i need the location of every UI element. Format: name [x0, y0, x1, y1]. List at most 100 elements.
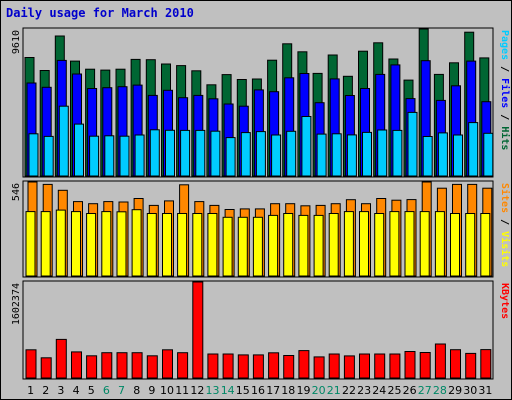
x-tick-day-11: 11	[175, 384, 189, 397]
bar-pages-day-31	[483, 132, 494, 177]
bar-pages-day-19	[301, 116, 312, 177]
x-axis-labels: 1 2 3 4 5 6 7 8 9 10 11 12 13 14 15 16 17 18 19 20 21 22 23 24 2…	[27, 384, 492, 397]
bar-kbytes-day-19	[298, 350, 310, 379]
bar-kbytes-day-8	[131, 352, 143, 379]
x-tick-day-6: 6	[103, 384, 110, 397]
bar-visits-day-11	[177, 213, 188, 277]
bar-visits-day-20	[313, 214, 324, 277]
bar-pages-day-12	[195, 129, 206, 177]
bar-pages-day-25	[392, 129, 403, 177]
panel-hits-files-pages: 9610 Pages / Files / Hits	[11, 27, 511, 178]
x-tick-day-14: 14	[221, 384, 235, 397]
bar-kbytes-day-30	[465, 352, 477, 379]
bar-kbytes-day-22	[343, 355, 355, 379]
panel-kbytes: 1602374 KBytes	[11, 280, 510, 380]
bar-pages-day-11	[180, 129, 191, 177]
bar-pages-day-15	[240, 132, 251, 177]
x-tick-day-5: 5	[88, 384, 95, 397]
bar-pages-day-17	[271, 134, 282, 177]
bar-visits-day-22	[343, 211, 354, 277]
bar-visits-day-28	[434, 211, 445, 277]
y-max-label: 1602374	[11, 283, 22, 325]
bar-kbytes-day-21	[328, 353, 340, 379]
bar-kbytes-day-1	[25, 349, 37, 379]
legend-part: Hits	[499, 126, 511, 150]
y-max-label: 546	[11, 183, 22, 201]
bar-visits-day-30	[465, 213, 476, 277]
bar-kbytes-day-25	[389, 353, 401, 379]
legend-label: Sites / Visits	[499, 183, 511, 267]
bar-pages-day-2	[43, 135, 54, 177]
x-tick-day-16: 16	[251, 384, 265, 397]
legend-label: KBytes	[499, 283, 510, 319]
bar-pages-day-3	[58, 105, 69, 177]
bar-kbytes-day-24	[374, 353, 386, 379]
bar-pages-day-6	[104, 135, 115, 177]
bar-visits-day-8	[131, 209, 142, 277]
bar-pages-day-21	[331, 133, 342, 177]
bar-visits-day-4	[71, 211, 81, 277]
bar-kbytes-day-3	[55, 338, 67, 379]
bar-pages-day-26	[407, 111, 418, 177]
x-tick-day-23: 23	[357, 384, 371, 397]
bar-pages-day-27	[422, 136, 433, 177]
bar-visits-day-14	[222, 216, 233, 277]
bar-kbytes-day-16	[252, 354, 264, 379]
panel-visits-sites: 546 Sites / Visits	[11, 180, 511, 278]
bar-pages-day-30	[468, 122, 479, 177]
x-tick-day-13: 13	[206, 384, 220, 397]
bar-kbytes-day-31	[480, 349, 492, 379]
x-tick-day-9: 9	[148, 384, 155, 397]
bar-visits-day-25	[389, 211, 400, 277]
bar-kbytes-day-20	[313, 356, 325, 379]
bar-pages-day-5	[89, 135, 100, 177]
legend-part: Files	[499, 78, 511, 108]
bar-visits-day-1	[25, 211, 36, 277]
x-tick-day-22: 22	[342, 384, 356, 397]
bar-pages-day-14	[225, 137, 236, 177]
bar-kbytes-day-9	[146, 355, 158, 379]
x-tick-day-1: 1	[27, 384, 34, 397]
bar-pages-day-28	[437, 132, 448, 177]
x-tick-day-20: 20	[312, 384, 326, 397]
bar-visits-day-3	[55, 209, 66, 277]
bar-visits-day-16	[252, 216, 263, 277]
legend-part: KBytes	[499, 283, 510, 319]
bar-visits-day-21	[328, 213, 339, 277]
bar-visits-day-24	[374, 213, 385, 277]
legend-part: Pages	[499, 30, 510, 60]
bar-visits-day-9	[146, 213, 157, 277]
legend-part: Visits	[499, 231, 511, 267]
x-tick-day-18: 18	[281, 384, 295, 397]
bar-kbytes-day-17	[268, 352, 280, 379]
bar-kbytes-day-15	[237, 354, 249, 379]
bar-pages-day-9	[149, 129, 160, 177]
bar-pages-day-10	[165, 129, 175, 177]
x-tick-day-30: 30	[463, 384, 477, 397]
x-tick-day-26: 26	[403, 384, 417, 397]
bar-pages-day-24	[377, 129, 388, 177]
bar-kbytes-day-27	[419, 352, 431, 379]
bar-pages-day-20	[316, 133, 327, 177]
bar-kbytes-day-4	[71, 351, 82, 379]
bar-pages-day-1	[28, 133, 39, 177]
bar-kbytes-day-2	[40, 357, 52, 379]
bar-pages-day-16	[255, 131, 266, 177]
bar-kbytes-day-11	[177, 352, 189, 379]
bar-visits-day-26	[404, 211, 415, 277]
legend-part: Sites	[499, 183, 511, 213]
bar-visits-day-15	[237, 216, 248, 277]
bar-visits-day-13	[207, 213, 218, 277]
x-tick-day-24: 24	[372, 384, 386, 397]
bar-kbytes-day-29	[450, 349, 461, 379]
chart-title: Daily usage for March 2010	[6, 6, 194, 20]
x-tick-day-7: 7	[118, 384, 125, 397]
bar-kbytes-day-7	[116, 352, 128, 379]
x-tick-day-19: 19	[297, 384, 311, 397]
x-tick-day-2: 2	[42, 384, 49, 397]
bar-visits-day-10	[162, 213, 172, 277]
bar-pages-day-7	[119, 135, 130, 177]
bar-pages-day-22	[346, 134, 357, 177]
x-tick-day-31: 31	[478, 384, 492, 397]
x-tick-day-8: 8	[133, 384, 140, 397]
